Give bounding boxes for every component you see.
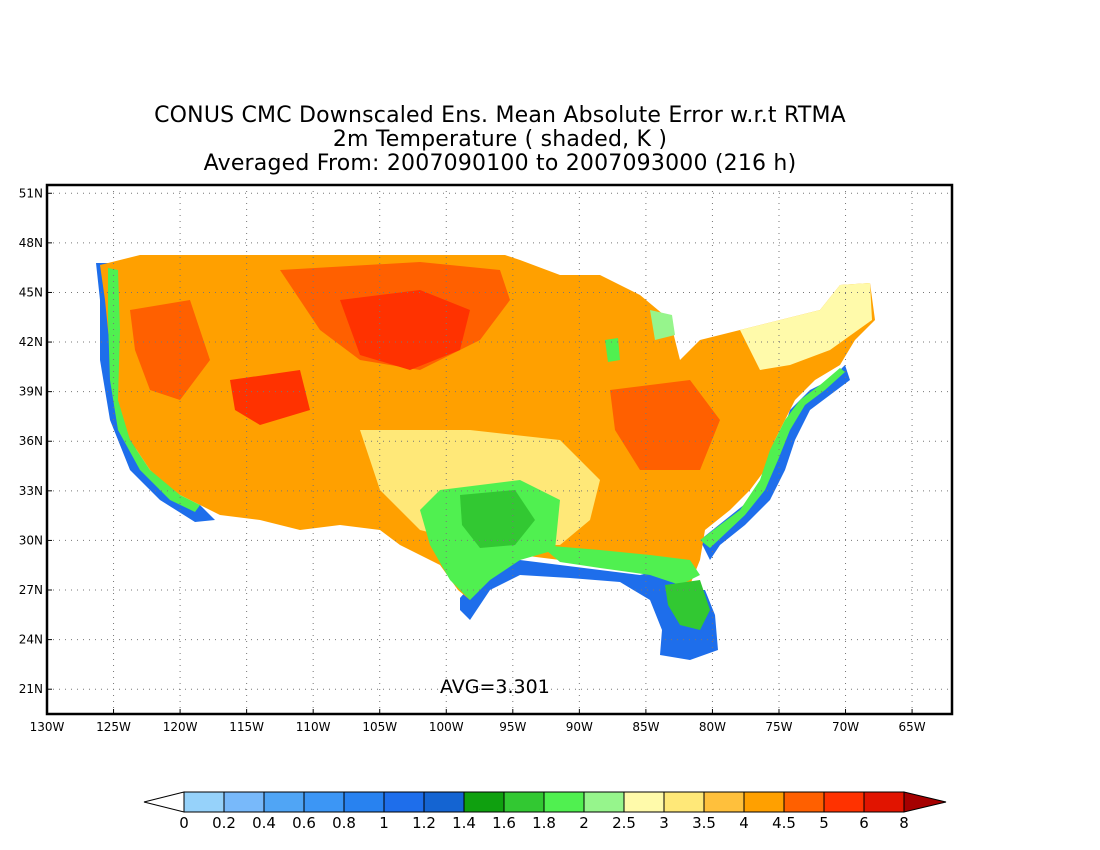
colorbar-box	[503, 791, 545, 813]
lat-tick-label: 42N	[19, 335, 43, 349]
colorbar-box	[583, 791, 625, 813]
land-field-darkgreen-texas	[460, 490, 535, 548]
colorbar-box	[423, 791, 465, 813]
land-field-west-red	[130, 300, 210, 400]
colorbar-tick-label: 1.6	[492, 814, 516, 832]
land-field-base	[100, 255, 875, 600]
colorbar-tick-label: 1	[379, 814, 389, 832]
lat-tick-label: 33N	[19, 484, 43, 498]
land-field-green-gulfcoast	[540, 545, 700, 585]
lon-tick-label: 130W	[30, 720, 65, 734]
colorbar-tick-label: 1.4	[452, 814, 476, 832]
colorbar-box	[703, 791, 745, 813]
colorbar-over-triangle	[903, 791, 947, 813]
colorbar-box	[383, 791, 425, 813]
lon-tick-label: 115W	[229, 720, 264, 734]
lon-tick-label: 70W	[832, 720, 859, 734]
colorbar-tick-label: 0.2	[212, 814, 236, 832]
colorbar-box	[743, 791, 785, 813]
lat-tick-label: 36N	[19, 434, 43, 448]
lon-tick-label: 80W	[699, 720, 726, 734]
lon-tick-label: 110W	[296, 720, 331, 734]
land-field-florida	[665, 580, 710, 630]
lat-tick-label: 24N	[19, 633, 43, 647]
lon-tick-label: 125W	[96, 720, 131, 734]
colorbar-labels: 0 0.2 0.4 0.6 0.8 1 1.2 1.4 1.6 1.8 2 2.5 3 3.5 4 4.5 5 6…	[179, 814, 909, 832]
colorbar-tick-label: 0.4	[252, 814, 276, 832]
map-title-line1: CONUS CMC Downscaled Ens. Mean Absolute …	[154, 103, 846, 128]
lon-tick-label: 85W	[632, 720, 659, 734]
land-field-green-westcoast	[108, 268, 200, 512]
lon-tick-label: 95W	[499, 720, 526, 734]
colorbar-box	[783, 791, 825, 813]
longitude-axis: 130W 125W 120W 115W 110W 105W 100W 95W 90W 85W 80W…	[30, 709, 926, 734]
colorbar-box	[183, 791, 225, 813]
map-frame	[45, 183, 954, 716]
average-value-label: AVG=3.301	[440, 676, 550, 698]
colorbar-tick-label: 5	[819, 814, 829, 832]
lat-tick-label: 51N	[19, 186, 43, 200]
lat-tick-label: 48N	[19, 236, 43, 250]
map-title-line2: 2m Temperature ( shaded, K )	[332, 127, 668, 152]
lat-tick-label: 39N	[19, 385, 43, 399]
colorbar-box	[863, 791, 905, 813]
gulf-water-band	[460, 560, 718, 660]
land-field-yellow-northeast	[740, 283, 872, 370]
colorbar-box	[823, 791, 865, 813]
map-field	[96, 255, 875, 660]
lon-tick-label: 75W	[765, 720, 792, 734]
colorbar-tick-label: 2	[579, 814, 589, 832]
coastal-water-band	[96, 263, 215, 522]
latitude-axis: 51N 48N 45N 42N 39N 36N 33N 30N 27N 24N 21N	[19, 186, 52, 696]
lat-tick-label: 45N	[19, 285, 43, 299]
colorbar-box	[263, 791, 305, 813]
colorbar-tick-label: 0.6	[292, 814, 316, 832]
lat-tick-label: 27N	[19, 583, 43, 597]
great-lake-huron	[650, 310, 675, 340]
great-lake-michigan	[605, 338, 620, 362]
lon-tick-label: 90W	[566, 720, 593, 734]
colorbar-box	[623, 791, 665, 813]
colorbar-box	[223, 791, 265, 813]
colorbar-under-triangle	[143, 791, 185, 813]
colorbar-tick-label: 0.8	[332, 814, 356, 832]
lat-tick-label: 30N	[19, 533, 43, 547]
map-title-line3: Averaged From: 2007090100 to 2007093000 …	[203, 151, 797, 176]
colorbar-tick-label: 2.5	[612, 814, 636, 832]
land-field-utah-red	[230, 370, 310, 425]
land-field-green-eastcoast	[700, 368, 845, 548]
lat-tick-label: 21N	[19, 682, 43, 696]
lon-tick-label: 105W	[362, 720, 397, 734]
colorbar-tick-label: 4.5	[772, 814, 796, 832]
lon-tick-label: 65W	[899, 720, 926, 734]
land-field-ohio-red	[610, 380, 720, 470]
colorbar-tick-label: 8	[899, 814, 909, 832]
colorbar-box	[543, 791, 585, 813]
colorbar-box	[663, 791, 705, 813]
land-field-red-core	[340, 290, 470, 370]
colorbar-tick-label: 3.5	[692, 814, 716, 832]
colorbar-tick-label: 3	[659, 814, 669, 832]
colorbar-box	[343, 791, 385, 813]
colorbar-tick-label: 0	[179, 814, 189, 832]
map-gridlines	[46, 185, 952, 714]
colorbar-boxes	[143, 791, 947, 813]
colorbar-box	[463, 791, 505, 813]
colorbar-tick-label: 1.2	[412, 814, 436, 832]
colorbar-tick-label: 4	[739, 814, 749, 832]
colorbar-tick-label: 1.8	[532, 814, 556, 832]
lon-tick-label: 100W	[429, 720, 464, 734]
colorbar-tick-label: 6	[859, 814, 869, 832]
colorbar-box	[303, 791, 345, 813]
lon-tick-label: 120W	[163, 720, 198, 734]
